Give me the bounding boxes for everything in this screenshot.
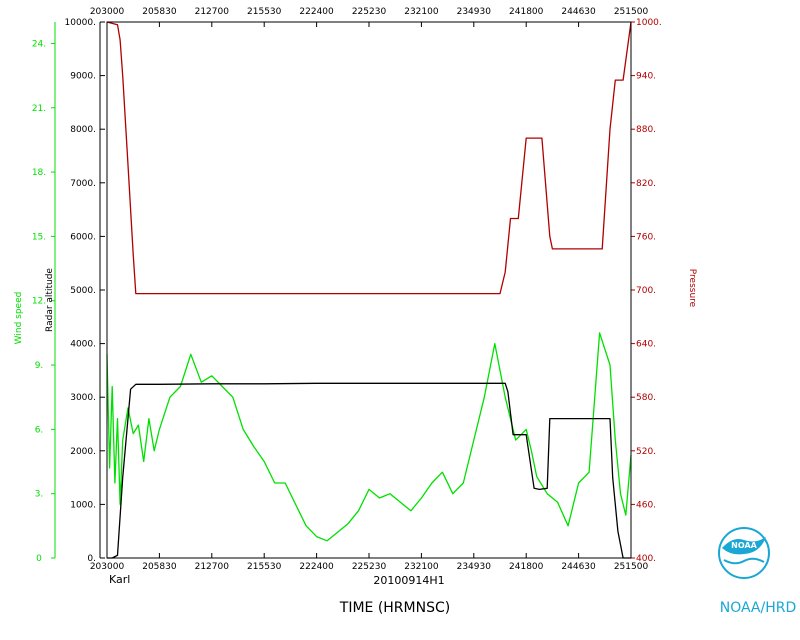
top-time-tick-label: 212700 bbox=[195, 7, 230, 17]
noaa-logo: NOAA NOAA/HRD bbox=[718, 527, 797, 616]
top-time-tick-label: 244630 bbox=[561, 7, 596, 17]
top-time-tick-label: 203000 bbox=[90, 7, 125, 17]
noaa-logo-inner-text: NOAA bbox=[731, 541, 757, 550]
storm-name: Karl bbox=[109, 573, 130, 586]
pressure-tick-label: 400. bbox=[636, 554, 656, 564]
bottom-time-tick-label: 225230 bbox=[352, 562, 387, 572]
bottom-time-tick-label: 222400 bbox=[299, 562, 334, 572]
altitude-tick-label: 7000. bbox=[70, 179, 96, 189]
altitude-tick-label: 8000. bbox=[70, 125, 96, 135]
wind-tick-label: 9. bbox=[35, 361, 44, 371]
flight-id: 20100914H1 bbox=[373, 574, 444, 587]
bottom-time-tick-label: 215530 bbox=[247, 562, 282, 572]
pressure-tick-label: 700. bbox=[636, 286, 656, 296]
altitude-tick-label: 6000. bbox=[70, 232, 96, 242]
pressure-tick-label: 880. bbox=[636, 125, 656, 135]
pressure-tick-label: 820. bbox=[636, 179, 656, 189]
altitude-tick-label: 2000. bbox=[70, 447, 96, 457]
left-axes: 0 3. 6. 9. 12. 15. 18. 21. 24. 0. 1000. 2000. 3000. 4… bbox=[32, 18, 105, 564]
wind-tick-label: 24. bbox=[32, 39, 46, 49]
altitude-tick-label: 3000. bbox=[70, 393, 96, 403]
pressure-tick-label: 580. bbox=[636, 393, 656, 403]
altitude-axis-label: Radar altitude bbox=[45, 268, 55, 332]
wind-speed-line bbox=[106, 332, 632, 542]
top-time-tick-label: 215530 bbox=[247, 7, 282, 17]
pressure-tick-label: 940. bbox=[636, 72, 656, 82]
bottom-time-tick-label: 232100 bbox=[404, 562, 439, 572]
top-time-tick-label: 251500 bbox=[614, 7, 649, 17]
bottom-time-tick-label: 205830 bbox=[142, 562, 177, 572]
wind-tick-label: 6. bbox=[35, 425, 44, 435]
wind-axis-label: Wind speed bbox=[14, 292, 24, 345]
altitude-tick-label: 4000. bbox=[70, 340, 96, 350]
altitude-tick-label: 0. bbox=[87, 554, 96, 564]
noaa-logo-bird bbox=[722, 537, 766, 555]
bottom-time-tick-label: 234930 bbox=[457, 562, 492, 572]
bottom-time-tick-label: 241800 bbox=[509, 562, 544, 572]
wind-tick-label: 0 bbox=[36, 554, 42, 564]
top-time-tick-label: 234930 bbox=[457, 7, 492, 17]
pressure-tick-label: 760. bbox=[636, 232, 656, 242]
top-time-tick-label: 241800 bbox=[509, 7, 544, 17]
wind-tick-label: 3. bbox=[35, 490, 44, 500]
top-time-tick-label: 205830 bbox=[142, 7, 177, 17]
noaa-hrd-label: NOAA/HRD bbox=[720, 600, 797, 616]
bottom-time-tick-label: 244630 bbox=[561, 562, 596, 572]
wind-tick-label: 21. bbox=[32, 104, 46, 114]
altitude-tick-label: 9000. bbox=[70, 72, 96, 82]
altitude-tick-label: 1000. bbox=[70, 500, 96, 510]
wind-tick-label: 18. bbox=[32, 168, 46, 178]
bottom-time-tick-label: 203000 bbox=[90, 562, 125, 572]
top-time-axis: 203000 205830 212700 215530 222400 225230 2321… bbox=[90, 7, 649, 27]
radar-altitude-line bbox=[107, 382, 631, 559]
top-time-tick-label: 225230 bbox=[352, 7, 387, 17]
pressure-axis-label: Pressure bbox=[687, 269, 697, 308]
top-time-tick-label: 232100 bbox=[404, 7, 439, 17]
plot-frame bbox=[106, 21, 632, 559]
bottom-time-tick-label: 251500 bbox=[614, 562, 649, 572]
altitude-tick-label: 5000. bbox=[70, 286, 96, 296]
bottom-time-axis: 203000 205830 212700 215530 222400 225230 2321… bbox=[90, 553, 649, 572]
wind-tick-label: 15. bbox=[32, 232, 46, 242]
pressure-tick-label: 520. bbox=[636, 447, 656, 457]
noaa-logo-wave bbox=[723, 557, 765, 565]
pressure-tick-label: 1000. bbox=[636, 18, 662, 28]
altitude-tick-label: 10000. bbox=[65, 18, 97, 28]
x-axis-title: TIME (HRMNSC) bbox=[339, 600, 450, 616]
bottom-time-tick-label: 212700 bbox=[195, 562, 230, 572]
pressure-line bbox=[106, 21, 632, 295]
pressure-tick-label: 460. bbox=[636, 500, 656, 510]
pressure-tick-label: 640. bbox=[636, 340, 656, 350]
top-time-tick-label: 222400 bbox=[299, 7, 334, 17]
wind-tick-label: 12. bbox=[32, 297, 46, 307]
series-group bbox=[106, 21, 632, 559]
